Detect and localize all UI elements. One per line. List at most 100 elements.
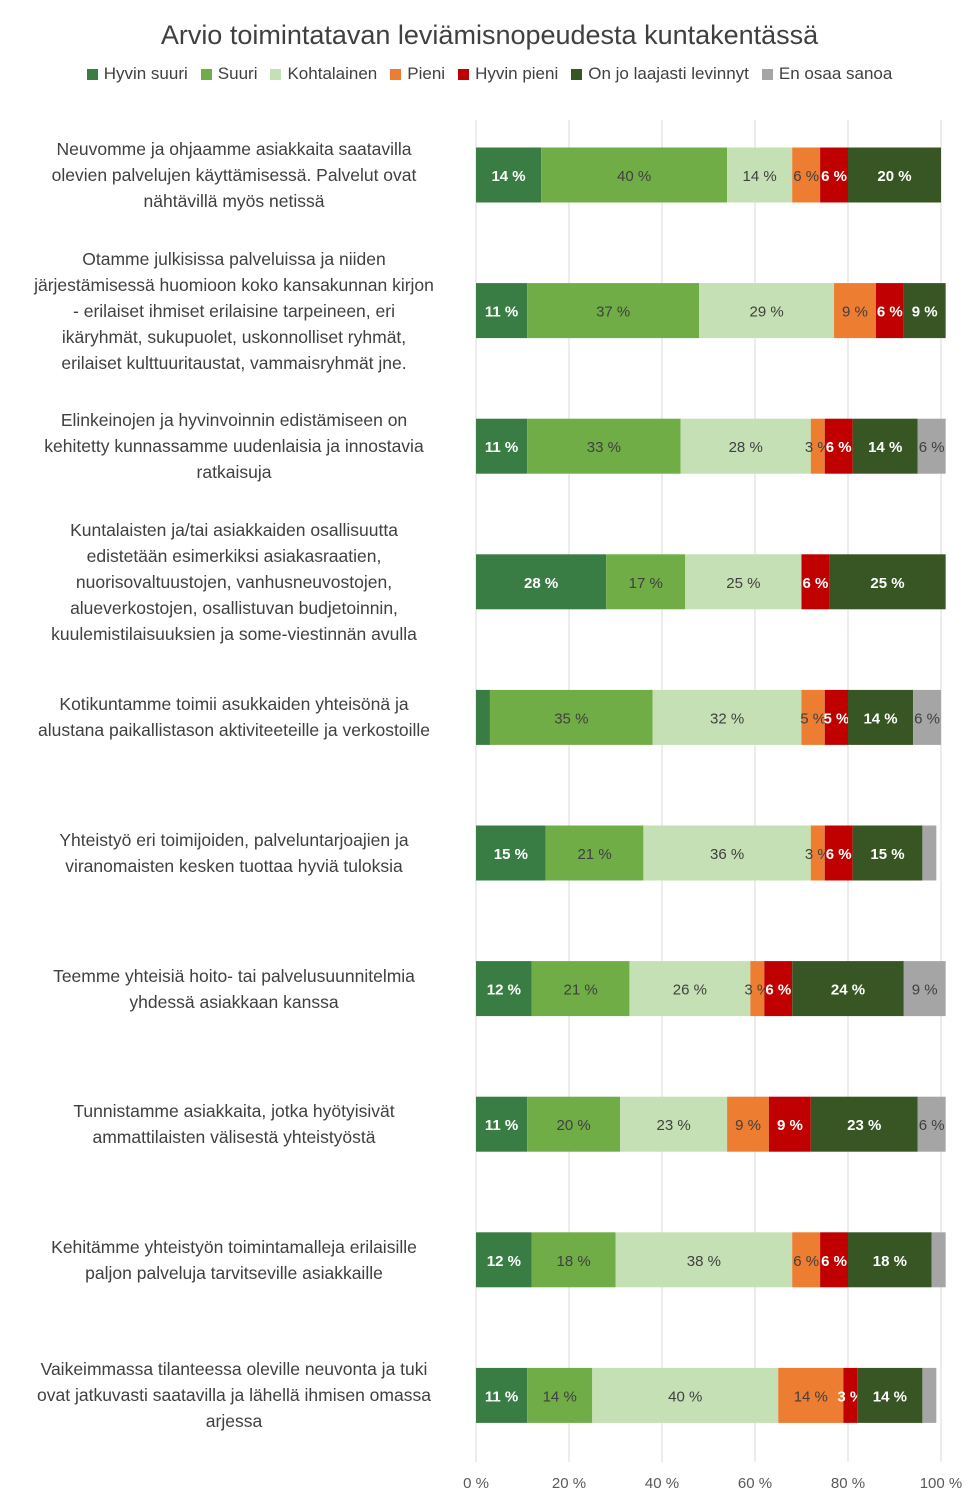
data-label: 11 %: [485, 1117, 518, 1134]
data-label: 6 %: [919, 1117, 945, 1134]
legend-item: Hyvin pieni: [458, 64, 558, 84]
bar-segment: [768, 1096, 811, 1152]
data-label: 36 %: [710, 846, 744, 863]
bar-segment: [750, 961, 765, 1017]
bar-segment: [801, 689, 825, 745]
x-tick-label: 20 %: [552, 1475, 586, 1492]
data-label: 21 %: [564, 982, 598, 999]
bar-segment: [778, 1367, 844, 1423]
data-label: 20 %: [877, 168, 911, 185]
bar-segment: [476, 147, 542, 203]
legend-label: Kohtalainen: [287, 64, 378, 83]
data-label: 14 %: [743, 168, 777, 185]
data-label: 5 %: [823, 710, 849, 727]
bar-segment: [476, 689, 490, 745]
data-label: 3 %: [805, 439, 831, 456]
bar-segment: [824, 689, 848, 745]
bar-segment: [820, 1232, 848, 1288]
legend-swatch: [390, 68, 402, 80]
legend-item: Kohtalainen: [270, 64, 377, 84]
data-label: 14 %: [794, 1388, 828, 1405]
data-label: 6 %: [877, 304, 903, 321]
data-label: 12 %: [487, 982, 521, 999]
data-label: 6 %: [821, 1253, 847, 1270]
data-label: 18 %: [557, 1253, 591, 1270]
bar-segment: [476, 283, 528, 339]
bar-segment: [829, 554, 946, 610]
bar-segment: [527, 1367, 593, 1423]
category-label: Otamme julkisissa palveluissa ja niiden j…: [0, 246, 468, 376]
bar-segment: [848, 147, 941, 203]
x-tick-label: 100 %: [920, 1475, 963, 1492]
bar-segment: [545, 825, 644, 881]
category-label-line: ammattilaisten välisestä yhteistyöstä: [92, 1127, 376, 1148]
category-label: Kehitämme yhteistyön toimintamalleja eri…: [0, 1234, 468, 1286]
bar-segment: [476, 825, 546, 881]
category-label-line: Elinkeinojen ja hyvinvoinnin edistämisee…: [60, 410, 408, 431]
data-label: 6 %: [793, 168, 819, 185]
bar-segment: [903, 961, 946, 1017]
bar-segment: [489, 689, 653, 745]
category-label-line: järjestämisessä huomioon koko kansakunna…: [34, 274, 434, 295]
category-label-line: Vaikeimmassa tilanteessa oleville neuvon…: [40, 1359, 428, 1380]
category-label: Vaikeimmassa tilanteessa oleville neuvon…: [0, 1356, 468, 1434]
x-tick-label: 40 %: [645, 1475, 679, 1492]
data-label: 5 %: [800, 710, 826, 727]
legend-item: Hyvin suuri: [86, 64, 188, 84]
category-label: Kuntalaisten ja/tai asiakkaiden osallisu…: [0, 517, 468, 647]
bar-segment: [913, 689, 941, 745]
bar-segment: [922, 1367, 937, 1423]
category-label: Kotikuntamme toimii asukkaiden yhteisönä…: [0, 691, 468, 743]
category-label-line: nähtävillä myös netissä: [143, 191, 325, 211]
data-label: 9 %: [912, 304, 938, 321]
bar-segment: [848, 1232, 932, 1288]
data-label: 9 %: [735, 1117, 761, 1134]
bar-segment: [531, 1232, 616, 1288]
bar-segment: [852, 418, 918, 474]
data-label: 28 %: [524, 575, 558, 592]
bar-segment: [527, 283, 700, 339]
bar-segment: [615, 1232, 793, 1288]
bar-segment: [810, 418, 825, 474]
bar-segment: [699, 283, 835, 339]
x-tick-label: 0 %: [463, 1475, 489, 1492]
data-label: 9 %: [912, 982, 938, 999]
bar-segment: [810, 1096, 918, 1152]
bar-segment: [917, 418, 946, 474]
data-label: 29 %: [750, 304, 784, 321]
legend: Hyvin suuri Suuri Kohtalainen Pieni Hyvin pi…: [0, 64, 979, 84]
data-label: 14 %: [873, 1388, 907, 1405]
data-label: 14 %: [543, 1388, 577, 1405]
category-label-line: ikäryhmät, sukupuolet, uskonnolliset ryh…: [61, 326, 407, 347]
data-label: 11 %: [485, 304, 518, 321]
bar-segment: [857, 1367, 923, 1423]
data-label: 15 %: [494, 846, 528, 863]
category-label-line: Yhteistyö eri toimijoiden, palveluntarjo…: [59, 830, 409, 850]
category-label-line: Neuvomme ja ohjaamme asiakkaita saatavil…: [56, 139, 412, 159]
bar-segment: [531, 961, 630, 1017]
data-label: 14 %: [868, 439, 902, 456]
data-label: 17 %: [629, 575, 663, 592]
bar-segment: [852, 825, 923, 881]
bar-segment: [652, 689, 802, 745]
data-label: 24 %: [831, 982, 865, 999]
legend-label: On jo laajasti levinnyt: [588, 64, 749, 83]
data-label: 32 %: [710, 710, 744, 727]
bar-segment: [629, 961, 751, 1017]
bar-segment: [541, 147, 728, 203]
bar-segment: [527, 418, 681, 474]
data-label: 25 %: [726, 575, 760, 592]
data-label: 11 %: [485, 1388, 518, 1405]
bar-segment: [476, 554, 607, 610]
bar-segment: [792, 961, 904, 1017]
legend-label: En osaa sanoa: [778, 64, 893, 83]
x-tick-label: 80 %: [831, 1475, 865, 1492]
legend-swatch: [270, 68, 282, 80]
legend-swatch: [200, 68, 212, 80]
category-label: Tunnistamme asiakkaita, jotka hyötyisivä…: [0, 1098, 468, 1150]
bar-segment: [476, 1232, 532, 1288]
data-label: 14 %: [491, 168, 525, 185]
data-label: 12 %: [487, 1253, 521, 1270]
data-label: 15 %: [870, 846, 904, 863]
